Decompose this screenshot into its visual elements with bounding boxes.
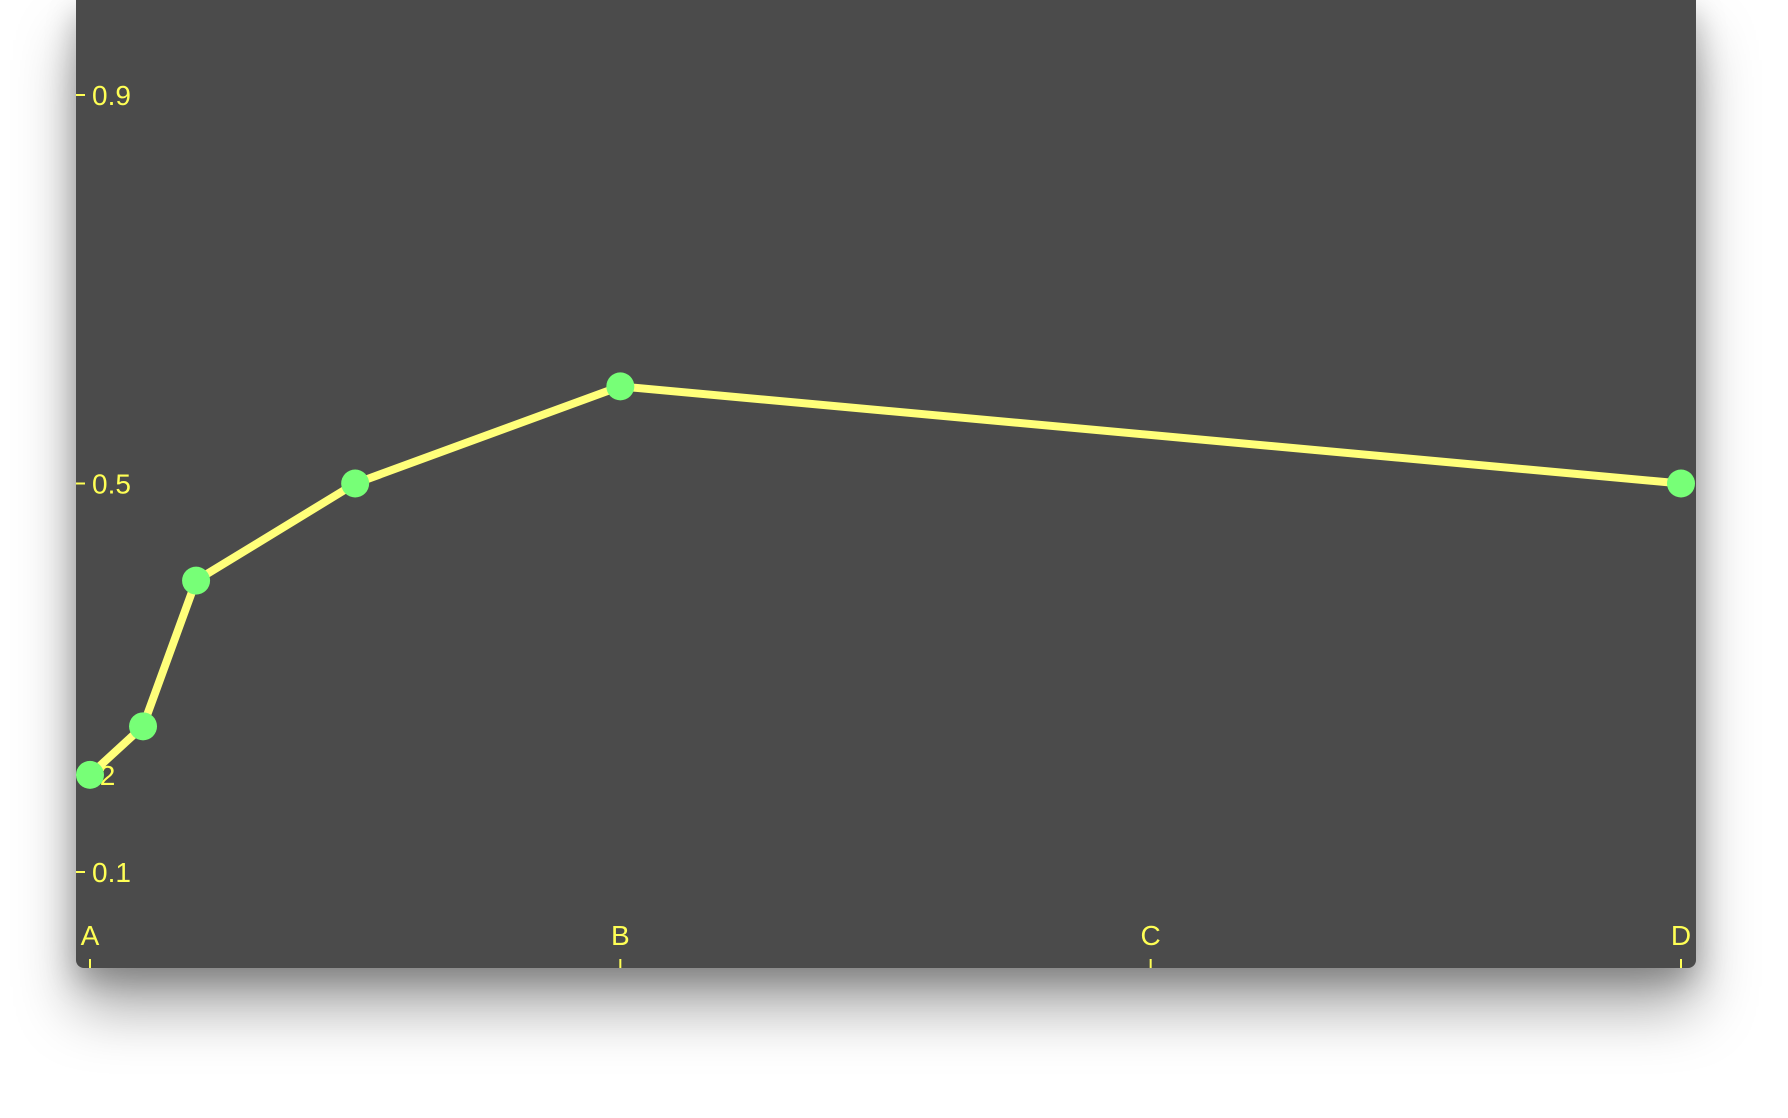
y-tick-label: 0.5 [92,469,131,500]
y-tick-label: 0.1 [92,857,131,888]
y-tick-label: 0.9 [92,80,131,111]
data-point-1[interactable] [129,712,158,741]
data-point-5[interactable] [1667,469,1695,498]
data-point-0[interactable] [76,760,104,789]
x-tick-label-c: C [1141,920,1161,951]
series-layer [86,382,1685,779]
data-point-2[interactable] [182,566,211,595]
x-tick-label-d: D [1671,920,1691,951]
marker-layer [76,372,1695,789]
x-tick-label-a: A [81,920,100,951]
data-point-3[interactable] [341,469,370,498]
x-axis: A B C D [81,920,1691,968]
series-line [86,382,1685,779]
x-tick-label-b: B [611,920,630,951]
data-point-4[interactable] [606,372,635,401]
